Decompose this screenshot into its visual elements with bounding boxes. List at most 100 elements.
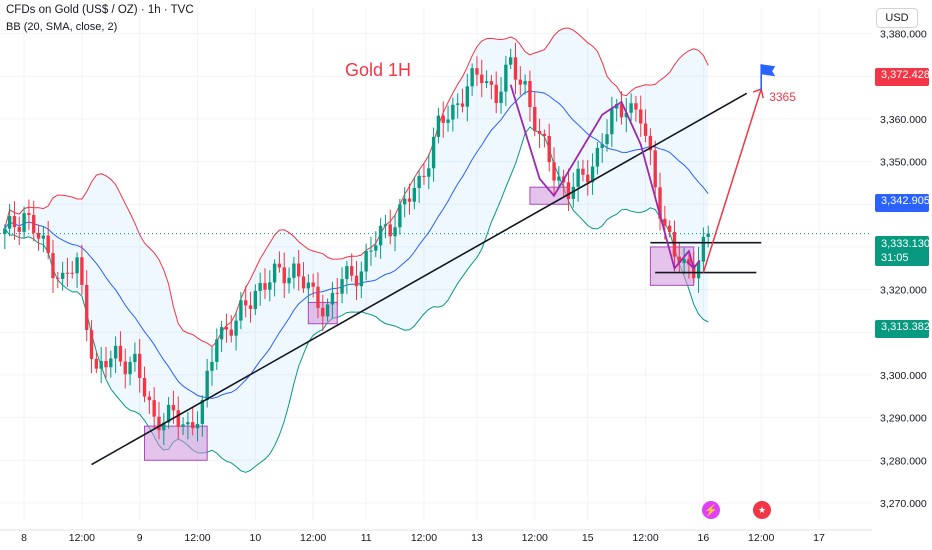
- candle-body: [595, 147, 600, 167]
- candle: [350, 253, 354, 282]
- candle-body: [619, 104, 624, 118]
- candle: [321, 294, 325, 332]
- candle: [455, 93, 460, 119]
- candle-body: [335, 292, 339, 294]
- x-tick-label: 12:00: [522, 532, 548, 544]
- candle-body: [658, 187, 662, 219]
- candle-body: [446, 119, 450, 123]
- candle: [56, 272, 60, 289]
- candle: [571, 172, 575, 208]
- candle: [244, 285, 248, 318]
- candle-body: [605, 134, 609, 145]
- candle-body: [427, 168, 431, 177]
- candle: [152, 387, 156, 429]
- candle-body: [205, 370, 209, 401]
- y-tick-label: 3,380.000: [880, 29, 927, 41]
- candle: [480, 59, 484, 98]
- target-arrow-line: [702, 88, 762, 273]
- candle: [533, 92, 537, 137]
- candle: [687, 253, 691, 279]
- currency-button[interactable]: USD: [876, 8, 918, 28]
- candle-body: [383, 224, 388, 226]
- x-tick-label: 10: [249, 532, 261, 544]
- candle: [335, 277, 339, 305]
- lightning-icon[interactable]: ⚡: [702, 501, 720, 519]
- candle: [639, 95, 643, 137]
- candle-body: [417, 175, 421, 189]
- x-tick-label: 17: [813, 532, 825, 544]
- candle-body: [12, 216, 17, 228]
- candle-body: [547, 136, 551, 163]
- candle-body: [56, 278, 60, 280]
- candle: [224, 313, 229, 343]
- y-tick-label: 3,320.000: [880, 285, 927, 297]
- candle-body: [306, 282, 311, 289]
- candle-body: [586, 174, 590, 183]
- price-tag-background: [875, 236, 929, 266]
- candle: [191, 407, 195, 436]
- candle: [364, 243, 368, 281]
- candle: [619, 91, 624, 125]
- candle-body: [407, 198, 412, 202]
- lower-band-price: 3,313.382: [881, 321, 930, 333]
- candle: [287, 267, 291, 294]
- candle-body: [287, 277, 291, 284]
- candle-body: [186, 422, 190, 425]
- candle: [85, 270, 89, 342]
- candle: [104, 346, 108, 378]
- ascending-trendline: [91, 92, 748, 466]
- candle-body: [51, 253, 55, 279]
- candle-body: [113, 345, 118, 359]
- candle: [523, 74, 527, 95]
- candle-body: [248, 305, 253, 309]
- candle: [576, 160, 580, 202]
- candle: [138, 338, 142, 393]
- candle-body: [677, 256, 681, 264]
- candle-body: [138, 353, 142, 378]
- candle-body: [687, 258, 691, 265]
- candle: [701, 227, 706, 273]
- bollinger-band-fill: [4, 28, 709, 473]
- candle-body: [542, 133, 547, 137]
- candle: [537, 118, 542, 148]
- candle: [94, 351, 99, 374]
- candle: [253, 284, 258, 315]
- symbol-header[interactable]: CFDs on Gold (US$ / OZ) · 1h · TVC: [6, 4, 194, 16]
- candle-body: [157, 416, 161, 431]
- candle: [383, 214, 388, 239]
- candle: [552, 147, 556, 196]
- candle: [417, 170, 421, 203]
- candle-body: [85, 284, 89, 331]
- candle: [345, 261, 349, 294]
- candle-body: [311, 282, 315, 287]
- candle: [12, 201, 17, 240]
- candle: [484, 70, 489, 89]
- indicator-legend[interactable]: BB (20, SMA, close, 2): [6, 21, 118, 33]
- candle: [157, 402, 161, 440]
- candle: [113, 336, 118, 373]
- candle-body: [663, 218, 667, 226]
- candle: [3, 224, 7, 250]
- candle: [682, 247, 686, 275]
- candle: [118, 331, 123, 367]
- candle: [648, 128, 653, 166]
- price-axis-background: [872, 0, 932, 550]
- candle: [542, 129, 547, 148]
- candle: [378, 218, 383, 259]
- candle-body: [629, 103, 633, 113]
- candle-body: [118, 345, 123, 362]
- price-tag-background: [875, 194, 929, 212]
- candle-body: [210, 361, 214, 371]
- candle-body: [263, 283, 267, 290]
- candle-body: [46, 235, 50, 254]
- us-flag-icon[interactable]: ★: [753, 501, 771, 519]
- candle: [340, 267, 344, 304]
- candle: [330, 281, 335, 319]
- candle-body: [484, 81, 489, 84]
- candle-body: [475, 68, 479, 75]
- candle-body: [402, 198, 407, 205]
- projection-arrowhead: [686, 259, 701, 270]
- candle-body: [321, 307, 325, 317]
- upper-band-price: 3,372.428: [881, 69, 930, 81]
